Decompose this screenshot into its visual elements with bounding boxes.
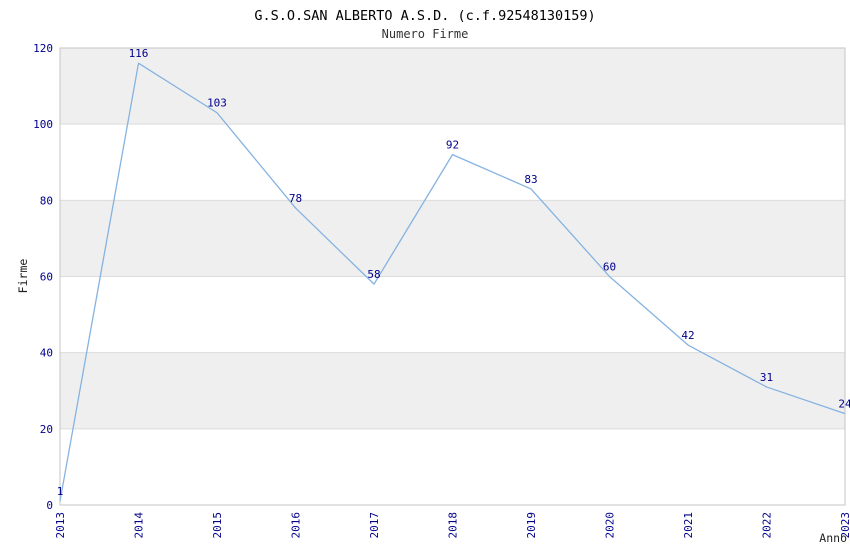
x-tick-label: 2022 xyxy=(761,512,774,539)
data-point-label: 83 xyxy=(524,173,537,186)
data-point-label: 116 xyxy=(129,47,149,60)
chart-subtitle: Numero Firme xyxy=(382,27,469,41)
chart-title: G.S.O.SAN ALBERTO A.S.D. (c.f.9254813015… xyxy=(254,8,595,24)
data-point-label: 60 xyxy=(603,261,616,274)
x-tick-label: 2023 xyxy=(839,512,850,539)
y-tick-label: 20 xyxy=(40,423,53,436)
data-point-label: 103 xyxy=(207,97,227,110)
y-tick-label: 100 xyxy=(33,118,53,131)
plot-border xyxy=(59,47,846,506)
x-tick-label: 2017 xyxy=(368,512,381,539)
series-line xyxy=(59,62,846,502)
data-point-label: 31 xyxy=(760,371,773,384)
interlace-band xyxy=(60,200,845,277)
plot-area: 1 116 103 78 58 92 83 60 42 31 24 0 20 40 60 80 100 120 20… xyxy=(33,42,850,539)
x-tick-label: 2021 xyxy=(682,512,695,539)
y-tick-label: 40 xyxy=(40,347,53,360)
x-tick-label: 2013 xyxy=(54,512,67,539)
x-tick-label: 2015 xyxy=(211,512,224,539)
x-tick-label: 2014 xyxy=(133,512,146,539)
interlace-band xyxy=(60,48,845,125)
y-axis-title: Firme xyxy=(16,259,30,294)
x-tick-label: 2016 xyxy=(290,512,303,539)
x-tick-label: 2018 xyxy=(447,512,460,539)
x-axis-title: Anno xyxy=(819,531,847,545)
data-point-label: 58 xyxy=(367,268,380,281)
y-tick-label: 120 xyxy=(33,42,53,55)
y-tick-label: 80 xyxy=(40,194,53,207)
interlace-band xyxy=(60,352,845,429)
y-tick-label: 60 xyxy=(40,271,53,284)
data-point-label: 1 xyxy=(57,485,64,498)
x-tick-label: 2020 xyxy=(604,512,617,539)
x-tick-label: 2019 xyxy=(525,512,538,539)
data-point-label: 78 xyxy=(289,192,302,205)
data-point-label: 24 xyxy=(838,398,850,411)
data-point-label: 92 xyxy=(446,139,459,152)
y-tick-label: 0 xyxy=(46,499,53,512)
data-point-label: 42 xyxy=(681,329,694,342)
